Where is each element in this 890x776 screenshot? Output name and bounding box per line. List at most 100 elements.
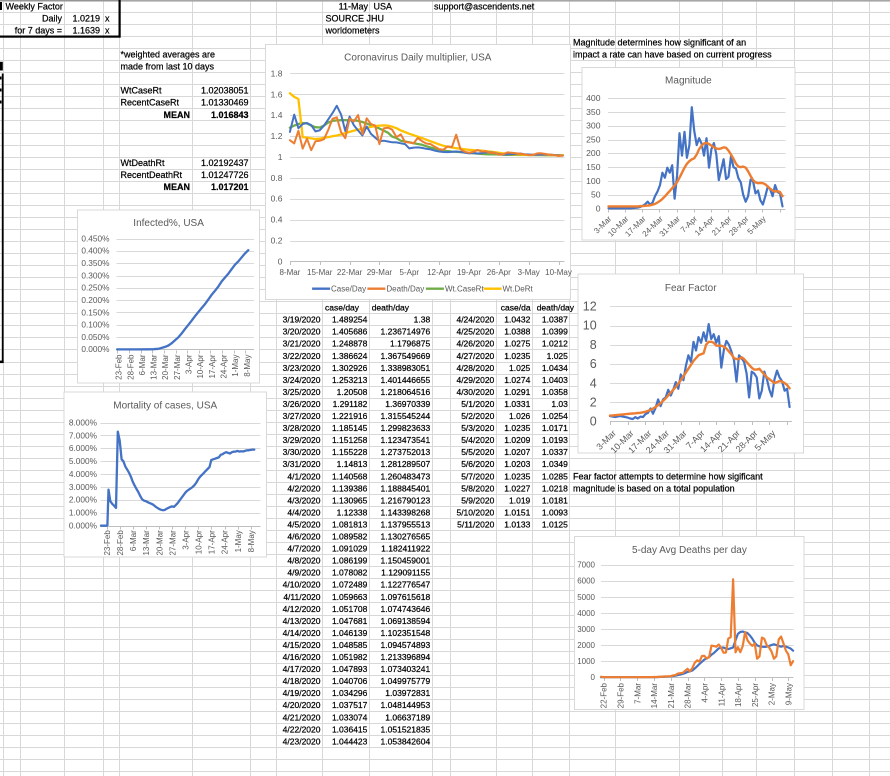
svg-text:Fear Factor: Fear Factor <box>665 283 717 294</box>
svg-text:1.123473541: 1.123473541 <box>381 435 431 445</box>
svg-text:4/7/2020: 4/7/2020 <box>287 544 320 554</box>
svg-text:1.139386: 1.139386 <box>332 483 368 493</box>
svg-text:3/26/2020: 3/26/2020 <box>283 399 321 409</box>
svg-text:5/7/2020: 5/7/2020 <box>461 471 494 481</box>
svg-text:Death/Day: Death/Day <box>386 285 424 294</box>
svg-text:1.081813: 1.081813 <box>332 520 368 530</box>
svg-text:4/1/2020: 4/1/2020 <box>287 471 320 481</box>
svg-text:1.0171: 1.0171 <box>542 423 568 433</box>
svg-text:1.6: 1.6 <box>271 89 283 99</box>
svg-text:1.0434: 1.0434 <box>542 363 568 373</box>
svg-text:4/13/2020: 4/13/2020 <box>283 616 321 626</box>
svg-text:SOURCE JHU: SOURCE JHU <box>326 13 385 23</box>
svg-text:1.040706: 1.040706 <box>332 676 368 686</box>
svg-text:1.0181: 1.0181 <box>542 495 568 505</box>
svg-text:1.221916: 1.221916 <box>332 411 368 421</box>
svg-text:1.097615618: 1.097615618 <box>381 592 431 602</box>
svg-text:350: 350 <box>586 107 601 117</box>
svg-text:1.489254: 1.489254 <box>332 315 368 325</box>
svg-text:1-May: 1-May <box>234 530 243 552</box>
svg-text:1.000%: 1.000% <box>69 508 98 518</box>
svg-text:1.0235: 1.0235 <box>504 351 530 361</box>
svg-text:0.100%: 0.100% <box>81 320 110 330</box>
svg-text:22-Feb: 22-Feb <box>600 682 609 708</box>
svg-text:1.049975779: 1.049975779 <box>381 676 431 686</box>
svg-text:Daily: Daily <box>42 13 63 23</box>
svg-text:0.6: 0.6 <box>271 194 283 204</box>
svg-text:*weighted averages are: *weighted averages are <box>121 50 216 60</box>
svg-text:4/6/2020: 4/6/2020 <box>287 532 320 542</box>
svg-text:3-Apr: 3-Apr <box>185 354 194 374</box>
svg-text:4/2/2020: 4/2/2020 <box>287 483 320 493</box>
svg-text:1.047681: 1.047681 <box>332 616 368 626</box>
svg-text:50: 50 <box>591 190 601 200</box>
svg-text:2.000%: 2.000% <box>69 495 98 505</box>
svg-text:1.0387: 1.0387 <box>542 315 568 325</box>
svg-text:8-May: 8-May <box>247 530 256 552</box>
svg-text:24-Apr: 24-Apr <box>220 354 229 378</box>
svg-text:4/8/2020: 4/8/2020 <box>287 556 320 566</box>
svg-text:26-Apr: 26-Apr <box>487 268 511 277</box>
svg-text:1.0275: 1.0275 <box>504 339 530 349</box>
svg-text:6-Mar: 6-Mar <box>138 354 147 375</box>
svg-text:6-Mar: 6-Mar <box>129 530 138 551</box>
svg-text:6.000%: 6.000% <box>69 443 98 453</box>
svg-text:14-Mar: 14-Mar <box>650 683 659 709</box>
svg-text:25-Apr: 25-Apr <box>751 683 760 707</box>
svg-text:9-May: 9-May <box>785 683 794 705</box>
svg-text:3/28/2020: 3/28/2020 <box>283 423 321 433</box>
svg-text:1.033074: 1.033074 <box>332 712 368 722</box>
svg-text:1.291182: 1.291182 <box>333 399 368 409</box>
svg-text:1.0235: 1.0235 <box>504 423 530 433</box>
svg-text:1.06637189: 1.06637189 <box>385 712 430 722</box>
svg-text:WtCaseRt: WtCaseRt <box>121 86 163 96</box>
svg-text:6: 6 <box>590 357 597 371</box>
svg-text:13-Mar: 13-Mar <box>142 530 151 556</box>
svg-text:1.072489: 1.072489 <box>332 580 368 590</box>
svg-text:1.0151: 1.0151 <box>504 507 530 517</box>
svg-text:1.102351548: 1.102351548 <box>381 628 431 638</box>
svg-text:1.03: 1.03 <box>551 399 568 409</box>
svg-text:3/25/2020: 3/25/2020 <box>283 387 321 397</box>
svg-text:4/20/2020: 4/20/2020 <box>283 700 321 710</box>
svg-text:Wt.CaseRt: Wt.CaseRt <box>445 285 484 294</box>
svg-text:0.400%: 0.400% <box>81 246 110 256</box>
svg-text:USA: USA <box>374 1 393 11</box>
svg-text:10-Apr: 10-Apr <box>195 530 204 554</box>
svg-text:200: 200 <box>586 148 601 158</box>
svg-text:0.000%: 0.000% <box>69 521 98 531</box>
svg-text:2: 2 <box>590 395 597 409</box>
svg-text:1.155228: 1.155228 <box>332 447 368 457</box>
svg-text:Weekly Factor: Weekly Factor <box>6 1 63 11</box>
svg-text:1.089582: 1.089582 <box>332 532 368 542</box>
svg-text:1.367549669: 1.367549669 <box>381 351 431 361</box>
svg-text:0: 0 <box>591 673 596 682</box>
svg-text:3/21/2020: 3/21/2020 <box>283 339 321 349</box>
svg-text:1.051982: 1.051982 <box>332 652 368 662</box>
svg-text:1.129091155: 1.129091155 <box>381 568 430 578</box>
svg-text:Coronavirus Daily multiplier,: Coronavirus Daily multiplier, USA <box>344 53 492 64</box>
svg-text:100: 100 <box>586 176 601 186</box>
svg-text:10: 10 <box>583 319 597 333</box>
svg-text:150: 150 <box>586 162 601 172</box>
svg-text:1.218064516: 1.218064516 <box>381 387 431 397</box>
svg-text:support@ascendents.net: support@ascendents.net <box>434 1 535 11</box>
svg-text:15-Mar: 15-Mar <box>307 268 333 277</box>
svg-text:MEAN: MEAN <box>164 110 191 120</box>
svg-text:1.122776547: 1.122776547 <box>381 580 431 590</box>
svg-text:1.0133: 1.0133 <box>504 520 530 530</box>
svg-text:1.36970339: 1.36970339 <box>385 399 430 409</box>
svg-text:1.074743646: 1.074743646 <box>381 604 431 614</box>
svg-text:5/9/2020: 5/9/2020 <box>461 495 494 505</box>
svg-text:4/26/2020: 4/26/2020 <box>456 339 494 349</box>
svg-text:27-Mar: 27-Mar <box>173 354 182 380</box>
svg-text:1.0291: 1.0291 <box>504 387 530 397</box>
svg-text:10-May: 10-May <box>545 268 572 277</box>
svg-text:4/30/2020: 4/30/2020 <box>456 387 494 397</box>
svg-text:5/10/2020: 5/10/2020 <box>456 507 494 517</box>
svg-text:20-Mar: 20-Mar <box>161 354 170 380</box>
svg-text:4/22/2020: 4/22/2020 <box>283 724 321 734</box>
svg-text:Wt.DeRt: Wt.DeRt <box>503 285 534 294</box>
svg-text:1.0399: 1.0399 <box>542 327 568 337</box>
svg-text:1.059663: 1.059663 <box>332 592 368 602</box>
